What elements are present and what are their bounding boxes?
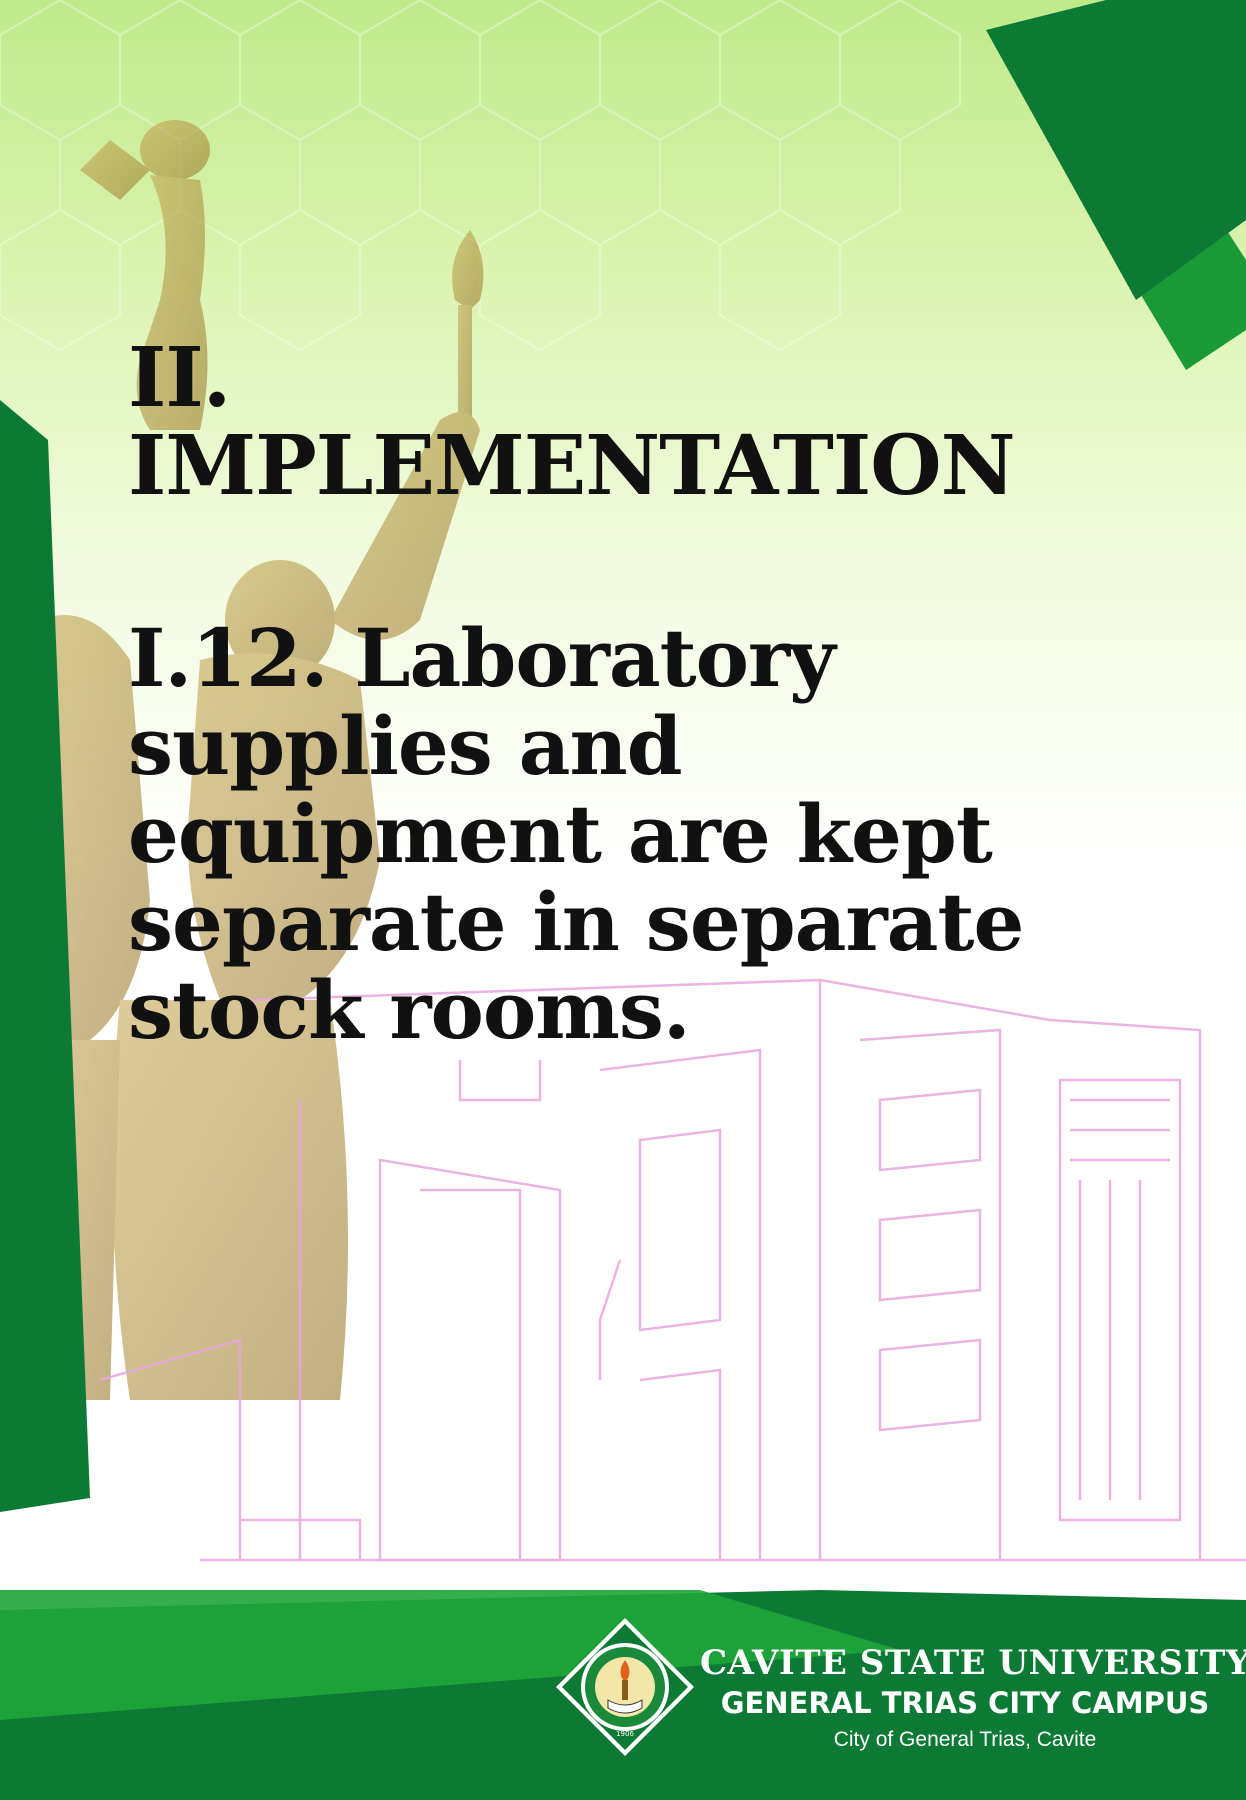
- main-content: II. IMPLEMENTATION I.12. Laboratory supp…: [128, 330, 1128, 1058]
- university-seal-logo: 1906: [556, 1618, 694, 1756]
- campus-location: City of General Trias, Cavite: [833, 1728, 1097, 1751]
- campus-name: GENERAL TRIAS CITY CAMPUS: [720, 1686, 1210, 1720]
- seal-year: 1906: [616, 1730, 634, 1738]
- corner-green-shapes: [986, 0, 1246, 370]
- item-statement: I.12. Laboratory supplies and equipment …: [128, 611, 1024, 1058]
- section-heading: II. IMPLEMENTATION: [128, 330, 1016, 514]
- campus-building-outline: [99, 978, 1246, 1562]
- university-name: CAVITE STATE UNIVERSITY: [700, 1643, 1246, 1683]
